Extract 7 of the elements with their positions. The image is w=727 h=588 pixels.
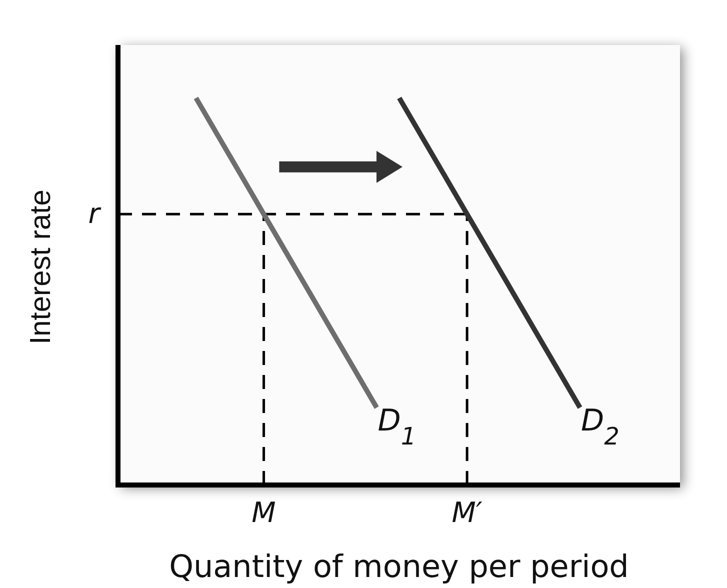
y-axis-title: Interest rate: [25, 190, 57, 344]
series-label: D$_{1}$: [378, 404, 416, 451]
x-tick-label: M′: [452, 496, 483, 529]
series-label: D$_{2}$: [581, 404, 620, 451]
x-axis-title: Quantity of money per period: [169, 549, 629, 585]
ref-line-label: r: [88, 197, 102, 230]
x-tick-label: M: [252, 496, 276, 529]
